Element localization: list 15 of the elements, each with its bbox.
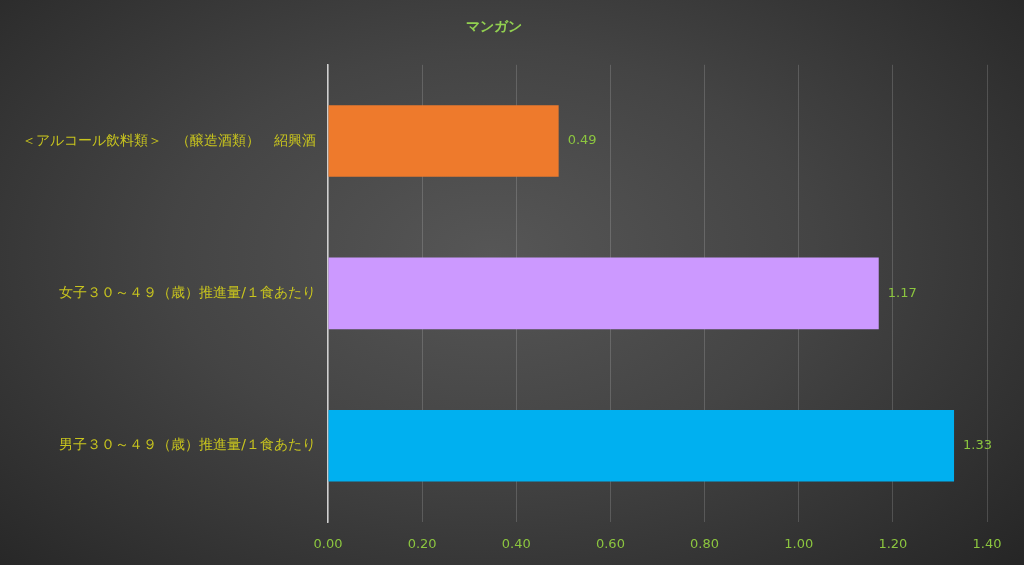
- y-tick-label: 男子３０～４９（歳）推進量/１食あたり: [59, 436, 316, 453]
- x-tick-label: 0.60: [595, 536, 625, 552]
- x-tick-label: 1.40: [972, 536, 1002, 552]
- x-tick-label: 0.00: [313, 536, 343, 552]
- x-tick-label: 0.40: [501, 536, 531, 552]
- y-tick-label: 女子３０～４９（歳）推進量/１食あたり: [59, 284, 316, 301]
- x-tick-label: 0.80: [690, 536, 720, 552]
- data-label: 1.33: [963, 437, 992, 453]
- y-tick-label: ＜アルコール飲料類＞ （醸造酒類） 紹興酒: [22, 131, 316, 148]
- x-tick-label: 0.20: [407, 536, 437, 552]
- x-tick-label: 1.00: [784, 536, 814, 552]
- chart-title: マンガン: [465, 18, 522, 35]
- x-tick-label: 1.20: [878, 536, 908, 552]
- data-label: 0.49: [567, 132, 597, 148]
- data-label: 1.17: [887, 284, 917, 300]
